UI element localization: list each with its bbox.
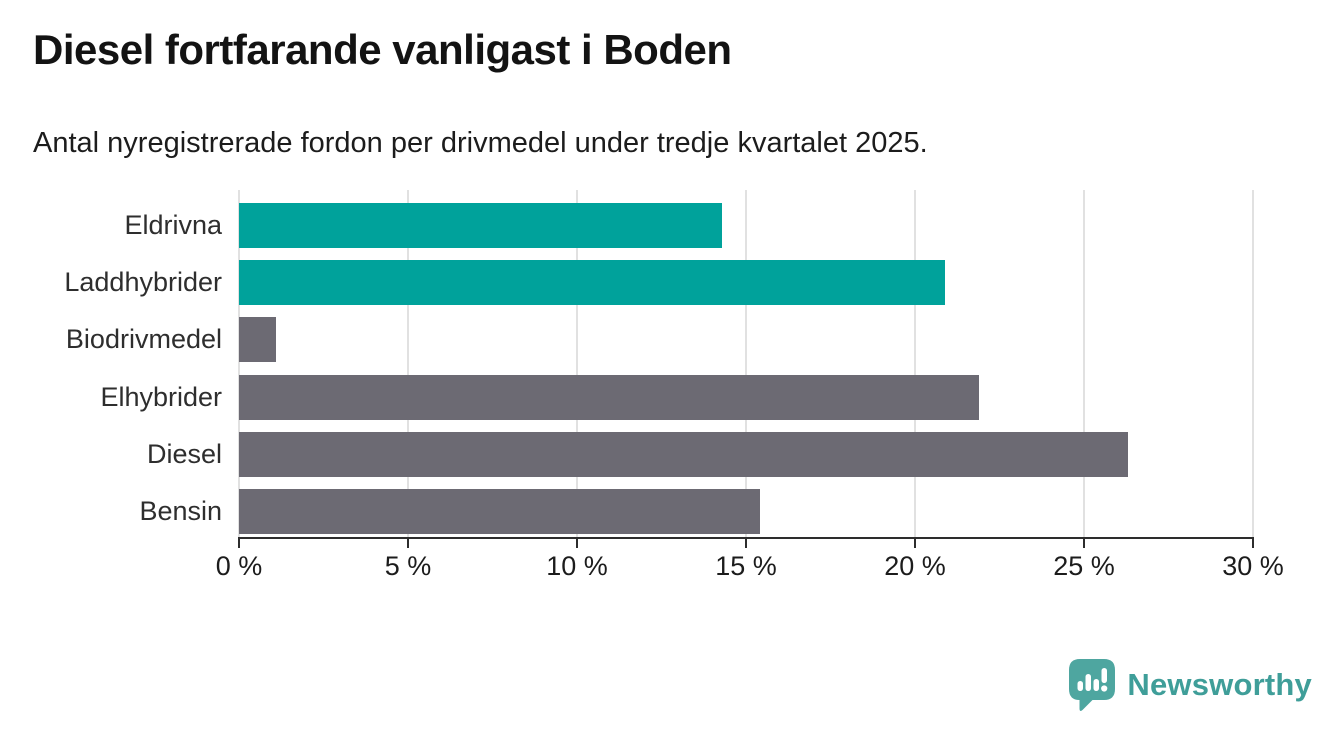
newsworthy-logo-icon	[1069, 659, 1116, 711]
x-axis-tick-25	[1083, 539, 1085, 548]
category-label: Elhybrider	[100, 381, 222, 412]
category-label: Bensin	[139, 496, 222, 526]
x-tick-label-30: 30 %	[1222, 551, 1284, 581]
category-label: Diesel	[146, 438, 222, 469]
gridline-10	[576, 190, 578, 537]
x-tick-label-5: 5 %	[384, 551, 432, 581]
x-axis-line	[238, 537, 1254, 539]
gridline-20	[914, 190, 916, 537]
newsworthy-logo: Newsworthy	[1068, 658, 1312, 712]
gridline-0	[238, 190, 240, 537]
x-axis-tick-30	[1252, 539, 1254, 548]
category-label: Eldrivna	[124, 210, 222, 240]
x-axis-tick-10	[576, 539, 578, 548]
bar-elhybrider	[239, 374, 980, 420]
category-label: Laddhybrider	[64, 267, 222, 298]
gridline-25	[1083, 190, 1085, 537]
x-axis-tick-20	[914, 539, 916, 548]
x-axis-tick-5	[407, 539, 409, 548]
x-axis-tick-0	[238, 539, 240, 548]
x-axis-tick-15	[745, 539, 747, 548]
x-tick-label-10: 10 %	[546, 551, 608, 581]
x-tick-label-0: 0 %	[215, 551, 263, 581]
page-title: Diesel fortfarande vanligast i Boden	[33, 26, 732, 73]
gridline-30	[1252, 190, 1254, 537]
bar-diesel	[239, 431, 1128, 477]
x-tick-label-25: 25 %	[1053, 551, 1115, 581]
newsworthy-logo-text: Newsworthy	[1127, 667, 1312, 702]
category-label: Biodrivmedel	[65, 324, 222, 355]
gridline-5	[407, 190, 409, 537]
chart-subtitle: Antal nyregistrerade fordon per drivmede…	[33, 127, 928, 159]
x-tick-label-15: 15 %	[715, 551, 777, 581]
bar-biodrivmedel	[239, 317, 277, 363]
gridline-15	[745, 190, 747, 537]
bar-laddhybrider	[239, 260, 946, 306]
bar-bensin	[239, 489, 760, 534]
x-tick-label-20: 20 %	[884, 551, 946, 581]
bar-eldrivna	[239, 203, 723, 248]
